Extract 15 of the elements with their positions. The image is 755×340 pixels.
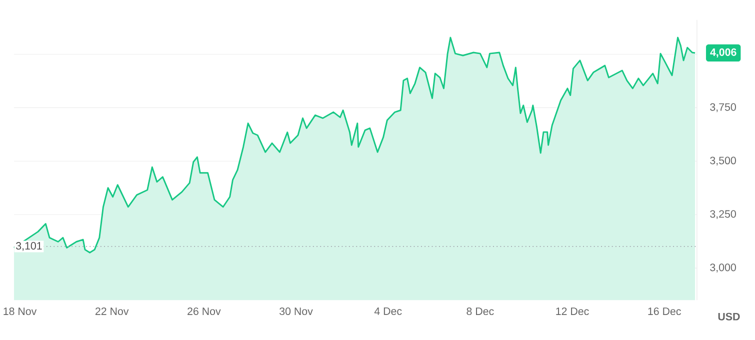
y-tick-label: 3,500 (710, 156, 736, 166)
x-tick-label: 16 Dec (648, 307, 681, 315)
x-tick-label: 8 Dec (466, 307, 494, 315)
y-tick-label: 3,000 (710, 264, 736, 272)
x-tick-label: 26 Nov (188, 307, 221, 315)
y-axis-title: USD (718, 312, 740, 320)
x-tick-label: 12 Dec (556, 307, 589, 315)
x-tick-label: 30 Nov (280, 307, 313, 315)
x-tick-label: 22 Nov (95, 307, 129, 315)
annotation: 4,006 (710, 48, 736, 58)
x-tick-label: 4 Dec (374, 307, 402, 315)
y-tick-label: 3,750 (710, 103, 736, 112)
ref-line-label: 3,101 (16, 242, 42, 251)
x-tick-label: 18 Nov (4, 307, 37, 315)
y-tick-label: 3,250 (710, 210, 736, 219)
